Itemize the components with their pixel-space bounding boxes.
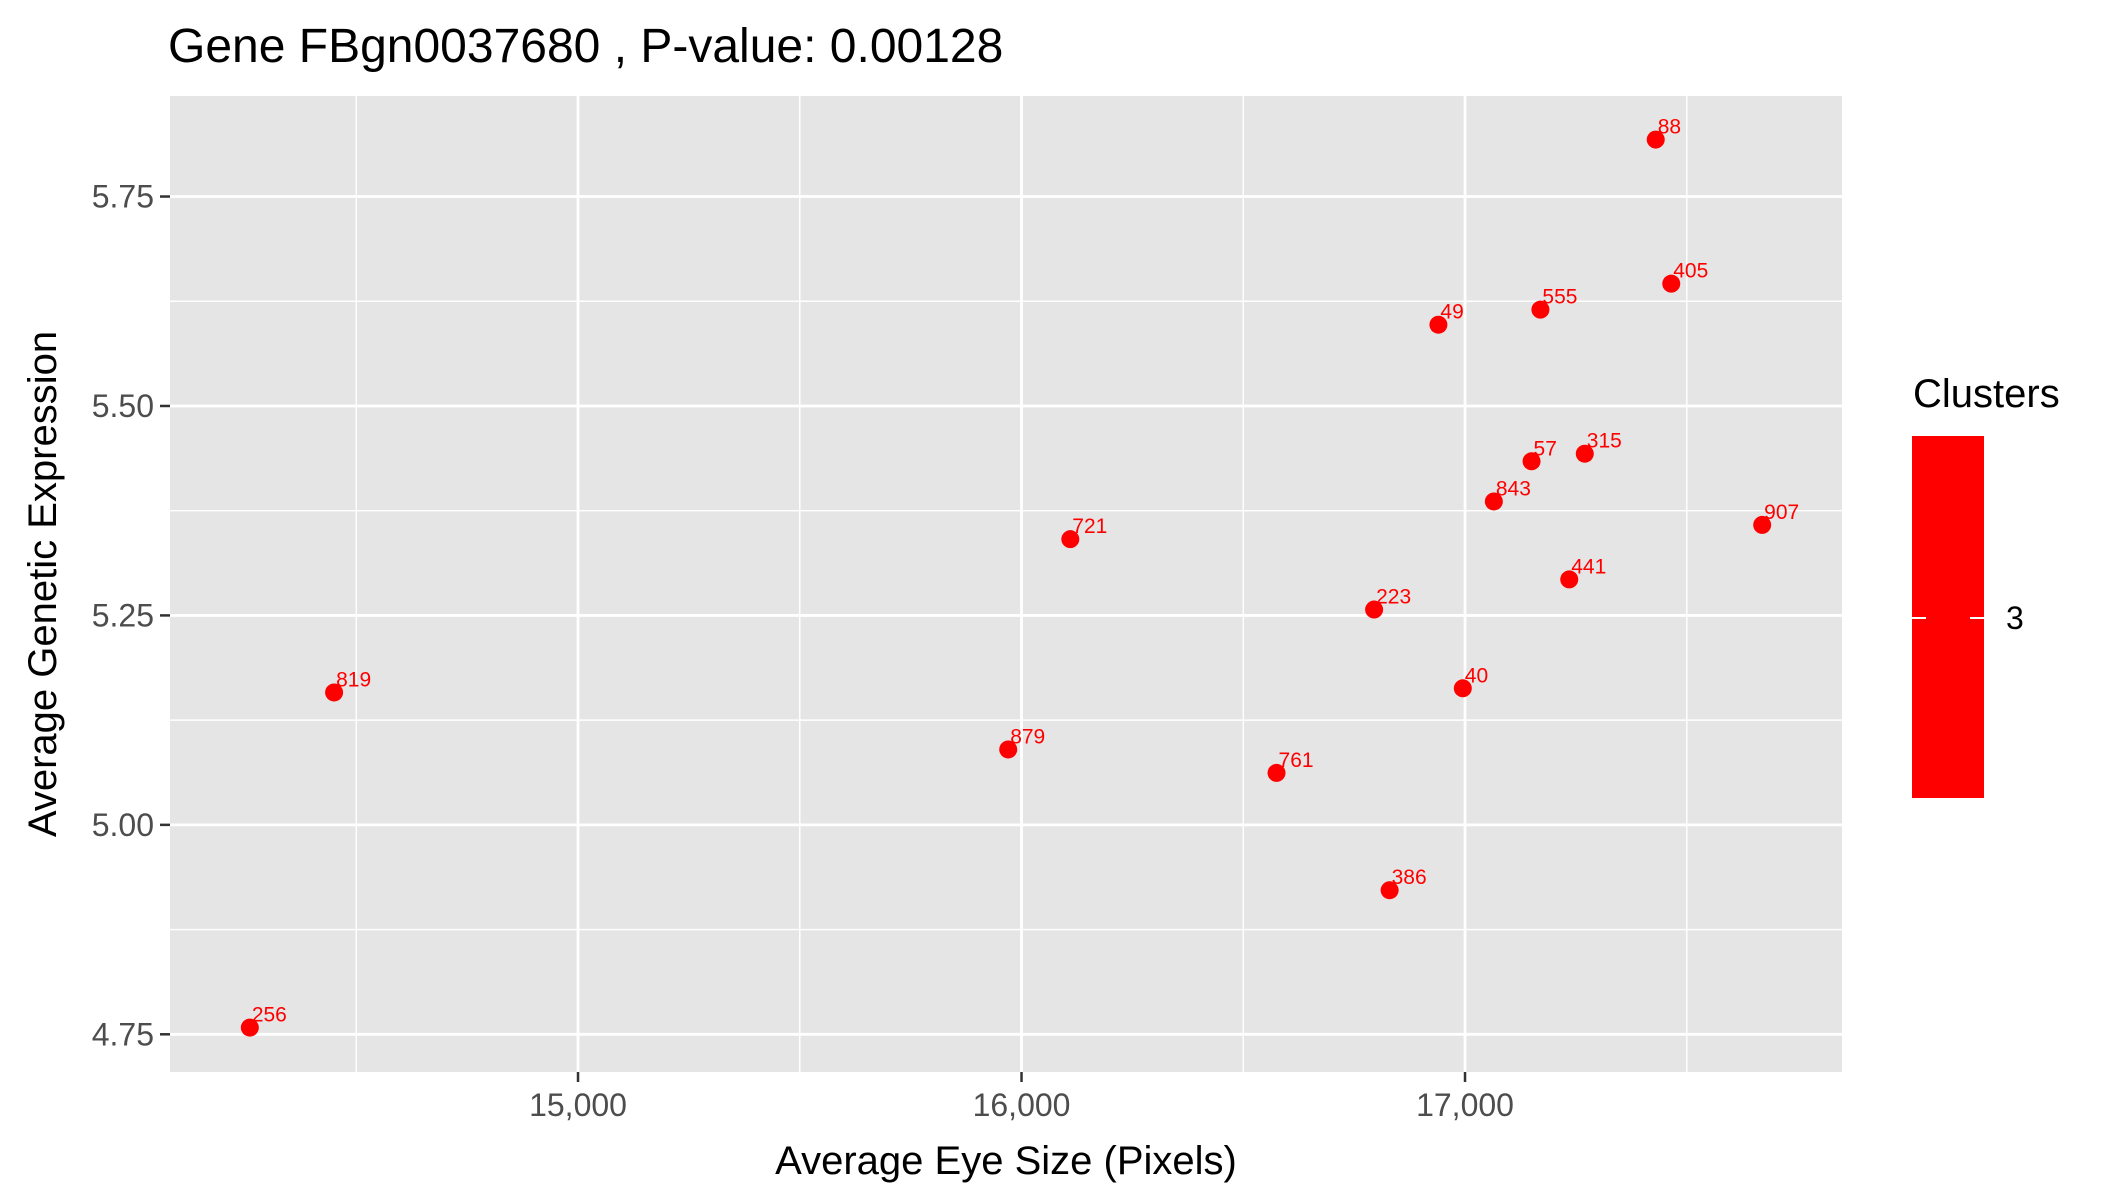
data-point-label: 761 bbox=[1279, 749, 1314, 772]
data-point bbox=[1061, 530, 1080, 549]
data-point-label: 40 bbox=[1465, 664, 1488, 687]
data-point bbox=[1453, 679, 1472, 698]
data-point-label: 843 bbox=[1496, 477, 1531, 500]
y-axis: 4.75 5.00 5.25 5.50 5.75 bbox=[92, 179, 170, 1052]
data-point bbox=[999, 740, 1018, 759]
legend: Clusters 3 bbox=[1912, 372, 2060, 798]
y-tick-label: 5.00 bbox=[92, 807, 154, 843]
x-axis-title: Average Eye Size (Pixels) bbox=[775, 1139, 1237, 1183]
data-point bbox=[1380, 881, 1399, 900]
data-point-label: 386 bbox=[1392, 866, 1427, 889]
x-tick-label: 15,000 bbox=[529, 1087, 627, 1123]
y-axis-title: Average Genetic Expression bbox=[21, 331, 65, 837]
data-point bbox=[1531, 300, 1550, 319]
x-axis: 15,000 16,000 17,000 bbox=[529, 1072, 1514, 1123]
chart-title: Gene FBgn0037680 , P-value: 0.00128 bbox=[168, 20, 1003, 73]
data-point bbox=[1484, 492, 1503, 511]
data-point-label: 49 bbox=[1440, 301, 1463, 324]
data-point-label: 721 bbox=[1072, 515, 1107, 538]
data-point-label: 405 bbox=[1673, 260, 1708, 283]
data-point bbox=[1753, 515, 1772, 534]
data-point-label: 819 bbox=[336, 668, 371, 691]
data-point bbox=[1560, 570, 1579, 589]
data-point bbox=[1365, 600, 1384, 619]
data-point-label: 555 bbox=[1542, 286, 1577, 309]
legend-label-3: 3 bbox=[2006, 600, 2024, 636]
data-point bbox=[325, 683, 344, 702]
y-tick-label: 4.75 bbox=[92, 1016, 154, 1052]
y-tick-label: 5.25 bbox=[92, 597, 154, 633]
legend-title: Clusters bbox=[1913, 372, 2060, 416]
data-point-label: 441 bbox=[1571, 555, 1606, 578]
data-point-label: 256 bbox=[252, 1004, 287, 1027]
data-point bbox=[1522, 452, 1541, 471]
data-point bbox=[1267, 763, 1286, 782]
data-point bbox=[1429, 315, 1448, 334]
data-point-label: 57 bbox=[1534, 437, 1557, 460]
data-point-label: 88 bbox=[1658, 116, 1681, 139]
minor-gridlines bbox=[170, 96, 1842, 1072]
data-point bbox=[1646, 130, 1665, 149]
x-tick-label: 17,000 bbox=[1416, 1087, 1514, 1123]
y-tick-label: 5.50 bbox=[92, 388, 154, 424]
data-point bbox=[1662, 274, 1681, 293]
data-point-label: 907 bbox=[1764, 501, 1799, 524]
plot-panel bbox=[170, 96, 1842, 1072]
data-point bbox=[1575, 444, 1594, 463]
x-tick-label: 16,000 bbox=[973, 1087, 1071, 1123]
data-point-label: 879 bbox=[1010, 725, 1045, 748]
data-points bbox=[240, 130, 1772, 1037]
y-tick-label: 5.75 bbox=[92, 179, 154, 215]
data-point-label: 315 bbox=[1587, 430, 1622, 453]
data-point bbox=[240, 1018, 259, 1037]
data-point-label: 223 bbox=[1376, 586, 1411, 609]
major-gridlines bbox=[170, 96, 1842, 1072]
